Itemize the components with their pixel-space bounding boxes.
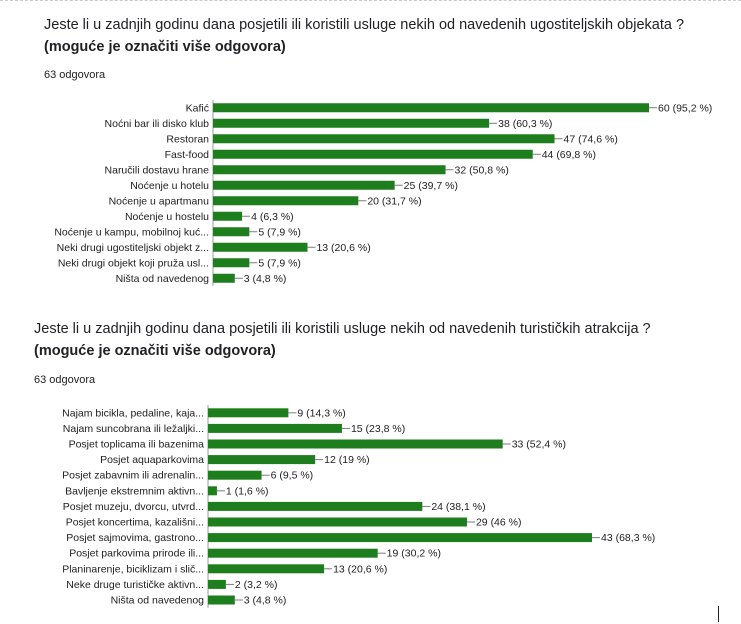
bar[interactable] — [208, 439, 503, 449]
bar[interactable] — [208, 486, 217, 496]
question-2-title: Jeste li u zadnjih godinu dana posjetili… — [34, 318, 674, 362]
category-label: Noćenje u hotelu — [130, 180, 209, 192]
bar[interactable] — [208, 423, 342, 433]
value-label: 1 (1,6 %) — [226, 485, 269, 497]
bar[interactable] — [213, 258, 250, 268]
category-label: Neki drugi objekt koji pruža usl... — [58, 257, 209, 269]
bar[interactable] — [213, 165, 446, 175]
value-label: 3 (4,8 %) — [244, 273, 287, 285]
bar[interactable] — [208, 564, 325, 574]
bar[interactable] — [213, 273, 235, 283]
text-cursor — [718, 606, 719, 622]
question-1-title: Jeste li u zadnjih godinu dana posjetili… — [44, 14, 684, 58]
bar[interactable] — [213, 227, 250, 237]
value-label: 43 (68,3 %) — [601, 532, 655, 544]
category-label: Posjet sajmovima, gastrono... — [66, 532, 204, 544]
bar[interactable] — [208, 455, 316, 465]
category-label: Naručili dostavu hrane — [105, 164, 210, 176]
bar[interactable] — [208, 548, 378, 558]
value-label: 44 (69,8 %) — [542, 149, 596, 161]
category-label: Posjet aquaparkovima — [100, 454, 204, 466]
bar[interactable] — [213, 134, 555, 144]
value-label: 24 (38,1 %) — [431, 501, 485, 513]
chart-attractions: Najam bicikla, pedaline, kaja... 9 (14,3 … — [62, 405, 655, 608]
category-label: Noćenje u kampu, mobilnoj kuć... — [54, 226, 209, 238]
value-label: 12 (19 %) — [324, 454, 370, 466]
category-label: Fast-food — [165, 149, 210, 161]
bar[interactable] — [213, 196, 359, 206]
value-label: 6 (9,5 %) — [271, 470, 314, 482]
bar[interactable] — [208, 579, 226, 589]
category-label: Kafić — [186, 102, 209, 114]
value-label: 13 (20,6 %) — [333, 563, 387, 575]
question-2-response-count: 63 odgovora — [34, 374, 96, 386]
value-label: 13 (20,6 %) — [316, 242, 370, 254]
question-2-title-note: (moguće je označiti više odgovora) — [34, 343, 276, 359]
bar[interactable] — [208, 408, 289, 418]
bar[interactable] — [213, 180, 395, 190]
value-label: 19 (30,2 %) — [387, 548, 441, 560]
bar[interactable] — [213, 211, 243, 221]
category-label: Restoran — [166, 133, 209, 145]
category-label: Ništa od navedenog — [116, 273, 210, 285]
category-label: Neki drugi ugostiteljski objekt z... — [57, 242, 209, 254]
question-1-title-note: (moguće je označiti više odgovora) — [44, 39, 286, 55]
category-label: Posjet koncertima, kazališni... — [66, 517, 204, 529]
bar[interactable] — [213, 149, 533, 159]
value-label: 3 (4,8 %) — [244, 595, 287, 607]
category-label: Planinarenje, biciklizam i slič... — [62, 563, 204, 575]
category-label: Najam suncobrana ili ležaljki... — [63, 423, 204, 435]
value-label: 2 (3,2 %) — [235, 579, 278, 591]
category-label: Najam bicikla, pedaline, kaja... — [62, 407, 204, 419]
category-label: Posjet muzeju, dvorcu, utvrd... — [63, 501, 204, 513]
category-label: Noćenje u apartmanu — [109, 195, 210, 207]
top-divider — [0, 0, 741, 5]
chart-hospitality: Kafić 60 (95,2 %) Noćni bar ili disko klub… — [54, 100, 712, 286]
category-label: Posjet toplicama ili bazenima — [69, 439, 205, 451]
value-label: 15 (23,8 %) — [351, 423, 405, 435]
bar[interactable] — [208, 470, 262, 480]
bar[interactable] — [213, 103, 649, 113]
question-2-title-main: Jeste li u zadnjih godinu dana posjetili… — [34, 321, 651, 337]
value-label: 60 (95,2 %) — [658, 102, 712, 114]
value-label: 29 (46 %) — [476, 517, 522, 529]
category-label: Posjet zabavnim ili adrenalin... — [62, 470, 204, 482]
value-label: 4 (6,3 %) — [251, 211, 294, 223]
question-1-title-main: Jeste li u zadnjih godinu dana posjetili… — [44, 17, 685, 33]
value-label: 33 (52,4 %) — [512, 439, 566, 451]
bar[interactable] — [213, 242, 308, 252]
bar[interactable] — [208, 533, 592, 543]
category-label: Neke druge turističke aktivn... — [66, 579, 204, 591]
bar[interactable] — [208, 595, 235, 605]
value-label: 25 (39,7 %) — [404, 180, 458, 192]
value-label: 5 (7,9 %) — [258, 226, 301, 238]
value-label: 38 (60,3 %) — [498, 118, 552, 130]
value-label: 32 (50,8 %) — [455, 164, 509, 176]
category-label: Noćni bar ili disko klub — [105, 118, 210, 130]
value-label: 5 (7,9 %) — [258, 257, 301, 269]
bar[interactable] — [208, 501, 423, 511]
category-label: Posjet parkovima prirode ili... — [69, 548, 204, 560]
category-label: Noćenje u hostelu — [125, 211, 209, 223]
bar[interactable] — [208, 517, 467, 527]
value-label: 20 (31,7 %) — [367, 195, 421, 207]
value-label: 47 (74,6 %) — [564, 133, 618, 145]
value-label: 9 (14,3 %) — [297, 407, 345, 419]
bar[interactable] — [213, 118, 490, 128]
category-label: Bavljenje ekstremnim aktivn... — [65, 485, 204, 497]
category-label: Ništa od navedenog — [111, 595, 205, 607]
question-1-response-count: 63 odgovora — [44, 69, 106, 81]
